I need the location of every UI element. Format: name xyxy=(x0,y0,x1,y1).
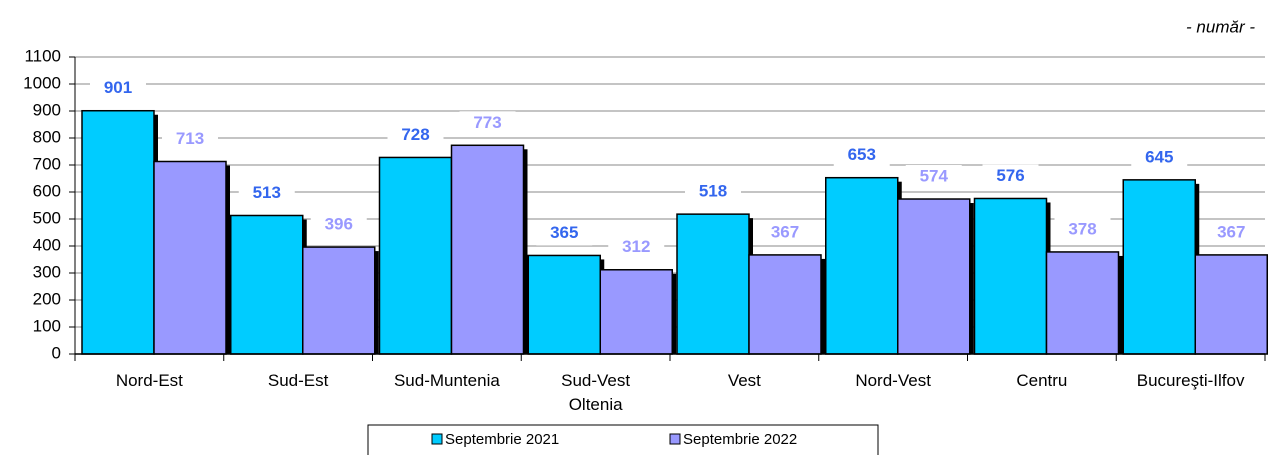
value-label-bg xyxy=(1203,220,1260,245)
value-label-bg xyxy=(608,235,665,260)
y-tick-label: 1000 xyxy=(23,73,61,92)
bar xyxy=(599,269,673,355)
value-label: 901 xyxy=(104,78,132,97)
value-label-bg xyxy=(905,165,962,190)
legend-label: Septembrie 2021 xyxy=(445,431,559,448)
x-tick-label: Centru xyxy=(1016,371,1067,390)
value-label-bg xyxy=(536,221,593,246)
bar xyxy=(676,213,750,355)
y-tick-label: 500 xyxy=(33,208,61,227)
y-tick-label: 200 xyxy=(33,289,61,308)
value-label: 367 xyxy=(1217,222,1245,241)
y-tick-label: 300 xyxy=(33,262,61,281)
value-label: 367 xyxy=(771,222,799,241)
bar xyxy=(450,144,525,355)
bar xyxy=(81,109,155,355)
bar xyxy=(1045,251,1120,355)
x-tick-label: Nord-Vest xyxy=(855,371,931,390)
value-label-bg xyxy=(387,123,444,148)
bar xyxy=(230,214,304,355)
value-label: 773 xyxy=(473,113,501,132)
value-label-bg xyxy=(685,180,741,205)
value-label-bg xyxy=(1054,217,1111,242)
x-tick-label: Sud-Vest Oltenia xyxy=(561,371,630,414)
value-label-bg xyxy=(238,181,295,206)
y-tick-label: 700 xyxy=(33,154,61,173)
value-label: 396 xyxy=(325,215,353,234)
value-label: 518 xyxy=(699,182,727,201)
bar xyxy=(1122,179,1196,355)
x-tick-label: Sud-Muntenia xyxy=(394,371,500,390)
chart-subtitle: - număr - xyxy=(1186,17,1255,36)
x-tick-label: Sud-Est xyxy=(268,371,329,390)
bar xyxy=(378,156,453,355)
bar xyxy=(897,198,971,355)
legend-swatch xyxy=(669,433,681,445)
value-label-bg xyxy=(982,164,1039,189)
bar xyxy=(1194,254,1268,355)
bar xyxy=(748,254,822,355)
value-label: 378 xyxy=(1068,219,1096,238)
value-label-bg xyxy=(833,143,890,168)
value-label: 713 xyxy=(176,129,204,148)
value-label-bg xyxy=(310,213,367,238)
y-tick-label: 900 xyxy=(33,100,61,119)
y-tick-label: 0 xyxy=(52,343,61,362)
value-label: 653 xyxy=(848,145,876,164)
bar xyxy=(973,197,1048,355)
x-tick-label: Vest xyxy=(728,371,761,390)
bar xyxy=(302,246,376,355)
value-label: 576 xyxy=(996,166,1024,185)
value-label: 645 xyxy=(1145,147,1173,166)
y-tick-label: 400 xyxy=(33,235,61,254)
value-label: 574 xyxy=(920,167,949,186)
value-label-bg xyxy=(162,127,218,152)
value-label-bg xyxy=(1131,145,1188,170)
value-label: 365 xyxy=(550,223,578,242)
legend-label: Septembrie 2022 xyxy=(683,431,797,448)
y-tick-label: 800 xyxy=(33,127,61,146)
x-tick-label: Bucureşti-Ilfov xyxy=(1137,371,1245,390)
value-label: 513 xyxy=(253,183,281,202)
value-label: 728 xyxy=(401,125,429,144)
legend-swatch xyxy=(431,433,443,445)
legend-box xyxy=(367,424,879,455)
y-tick-label: 600 xyxy=(33,181,61,200)
y-tick-label: 100 xyxy=(33,316,61,335)
value-label-bg xyxy=(757,220,813,245)
bar xyxy=(153,160,227,355)
y-tick-label: 1100 xyxy=(24,46,61,65)
x-tick-label: Nord-Est xyxy=(116,371,183,390)
value-label: 312 xyxy=(622,237,650,256)
bar xyxy=(527,254,601,355)
value-label-bg xyxy=(459,111,516,136)
bar xyxy=(825,176,899,355)
value-label-bg xyxy=(90,76,146,101)
